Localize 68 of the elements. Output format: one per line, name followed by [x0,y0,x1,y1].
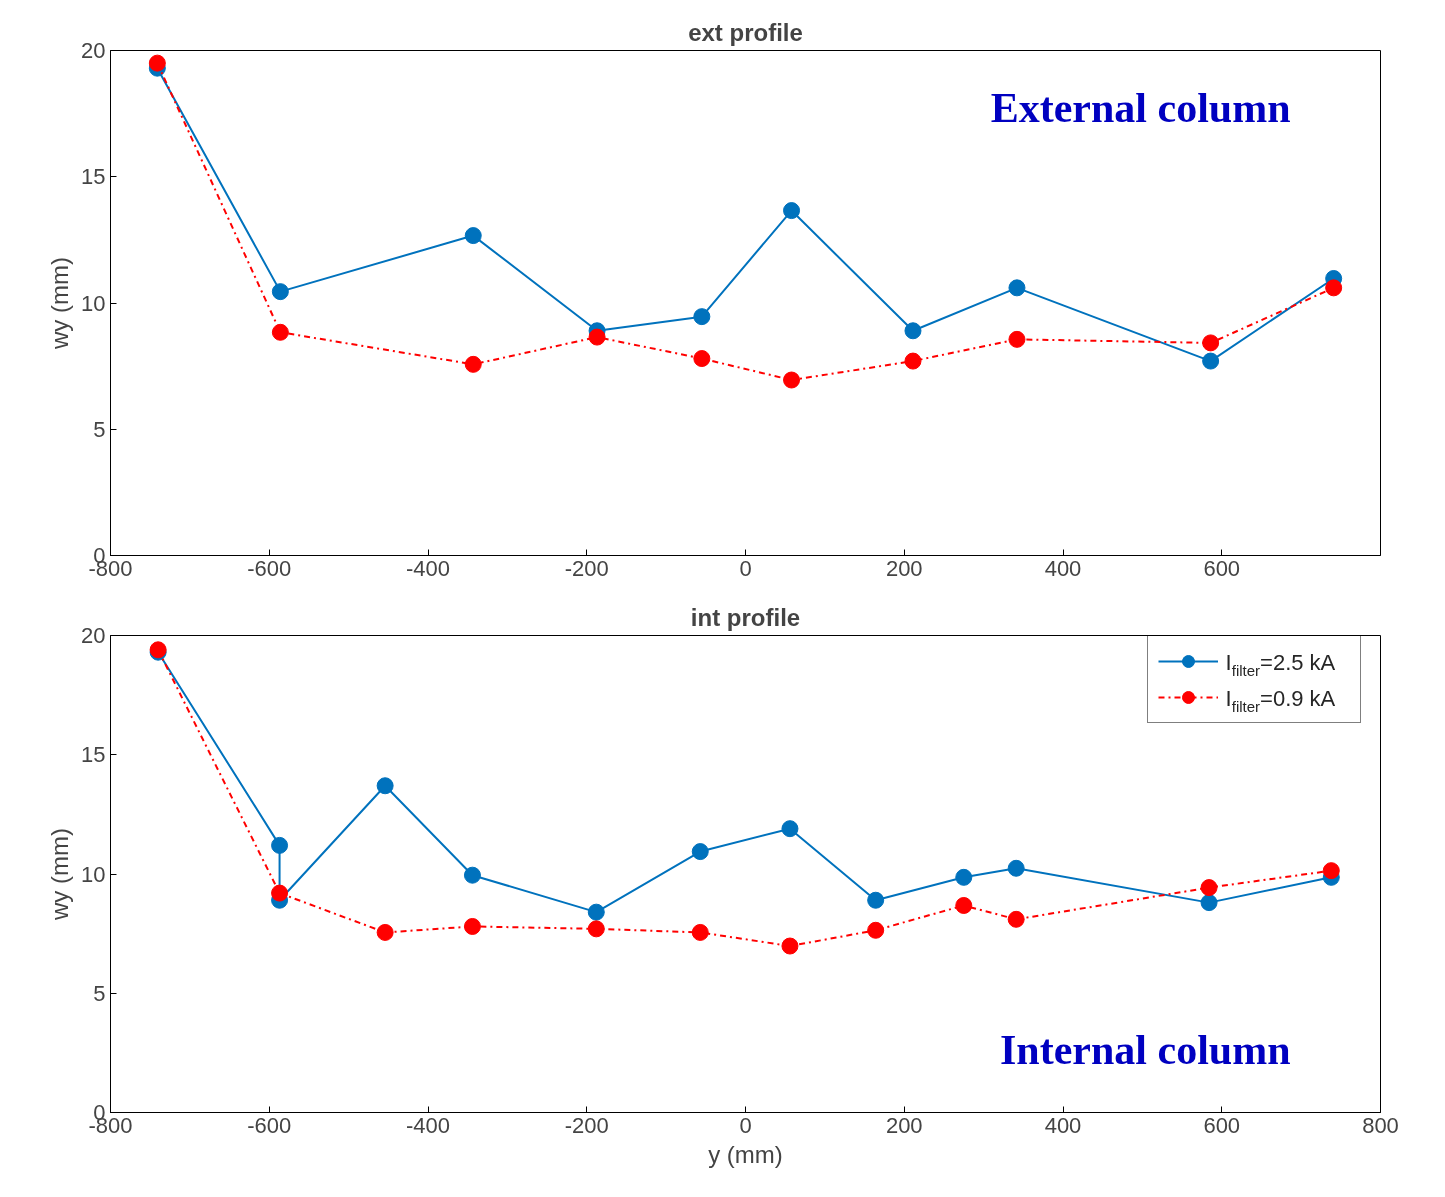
point [271,283,289,301]
point [587,903,605,921]
point [148,54,166,72]
x-tick-label: -200 [564,555,609,581]
y-tick-label: 10 [81,861,106,887]
point [693,308,711,326]
point [1202,352,1220,370]
point [867,921,885,939]
annotation: External column [990,84,1291,131]
point [271,884,289,902]
point [1325,279,1343,297]
point [1322,862,1340,880]
point [464,355,482,373]
point [904,322,922,340]
point [376,777,394,795]
x-tick-label: 200 [885,1112,923,1138]
x-tick-label: 600 [1203,555,1241,581]
point [693,350,711,368]
point [783,202,801,220]
x-tick-label: -400 [405,1112,451,1138]
chart-title: ext profile [688,18,803,46]
y-axis-title: wy (mm) [46,257,74,350]
x-tick-label: 400 [1044,1112,1082,1138]
point [955,897,973,914]
y-tick-label: 10 [81,290,106,316]
chart-title: int profile [690,603,801,631]
point [1202,334,1220,352]
point [376,923,394,941]
point [691,923,709,941]
point [867,891,885,909]
point [271,323,289,341]
point [588,328,606,346]
point [1007,910,1025,928]
point [1200,894,1218,912]
x-tick-label: 600 [1203,1112,1241,1138]
x-tick-label: 200 [885,555,923,581]
point [904,352,922,370]
x-tick-label: 0 [739,555,752,581]
point [1007,859,1025,877]
point [691,843,709,861]
point [781,937,799,955]
x-tick-label: -600 [247,1112,292,1138]
y-tick-label: 20 [81,623,106,648]
point [955,868,973,886]
x-tick-label: 400 [1044,555,1082,581]
y-tick-label: 5 [93,980,106,1006]
point [463,917,481,935]
y-axis-title: wy (mm) [46,828,74,921]
y-tick-label: 20 [81,38,106,63]
point [587,920,605,938]
point [1008,279,1026,297]
x-tick-label: -200 [564,1112,609,1138]
x-tick-label: -400 [405,555,451,581]
point [783,371,801,389]
point [1008,330,1026,348]
x-tick-label: 800 [1362,1112,1399,1138]
point [781,820,799,838]
point [1200,879,1218,897]
point [463,866,481,884]
y-tick-label: 15 [81,742,106,768]
annotation: Internal column [999,1026,1291,1073]
x-tick-label: -600 [247,555,292,581]
point [464,227,482,245]
y-tick-label: 15 [81,164,106,190]
y-tick-label: 5 [93,416,106,442]
point [271,836,289,854]
x-tick-label: 0 [739,1112,752,1138]
x-axis-title: y (mm) [708,1140,783,1168]
